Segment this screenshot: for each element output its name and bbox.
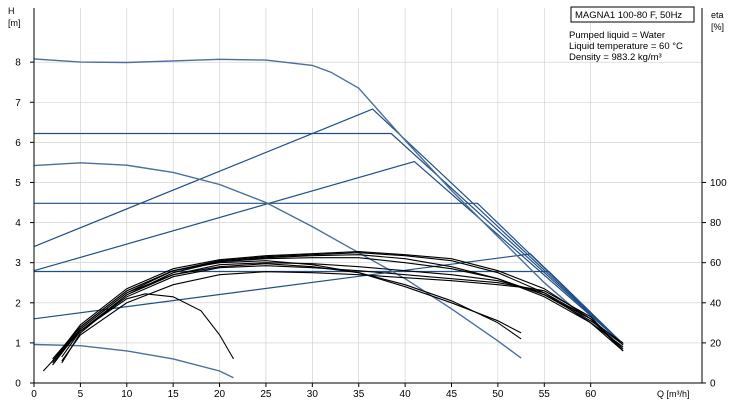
control-curve: [34, 132, 624, 345]
control-curve: [33, 108, 624, 345]
y-right-tick-label: 100: [710, 178, 727, 189]
efficiency-curve: [56, 251, 624, 356]
y-right-tick-label: 60: [710, 258, 722, 269]
chart-series: [33, 58, 624, 379]
x-tick-label: 50: [492, 389, 504, 400]
y-left-tick-label: 3: [15, 258, 21, 269]
y-left-tick-label: 7: [15, 98, 21, 109]
x-tick-label: 45: [446, 389, 458, 400]
x-tick-label: 60: [585, 389, 597, 400]
info-line-pumped-liquid: Pumped liquid = Water: [569, 30, 665, 41]
y-left-tick-label: 1: [15, 338, 21, 349]
head-curve: [33, 58, 624, 345]
y-left-axis-unit: [m]: [8, 18, 21, 28]
y-right-axis-unit: [%]: [711, 22, 724, 32]
x-tick-label: 30: [307, 389, 319, 400]
y-right-tick-label: 40: [710, 298, 722, 309]
x-tick-label: 0: [31, 389, 37, 400]
efficiency-curve: [52, 265, 624, 364]
efficiency-curve: [52, 257, 624, 362]
y-right-tick-label: 0: [710, 379, 716, 390]
y-left-tick-label: 0: [15, 379, 21, 390]
x-tick-label: 15: [168, 389, 180, 400]
x-tick-label: 40: [400, 389, 412, 400]
info-line-density: Density = 983.2 kg/m³: [569, 52, 662, 63]
efficiency-curve: [52, 260, 522, 362]
control-curve: [33, 160, 624, 345]
head-curve: [33, 162, 522, 359]
x-tick-label: 20: [214, 389, 226, 400]
y-right-tick-label: 20: [710, 338, 722, 349]
chart-axes: [30, 8, 706, 387]
y-left-tick-label: 8: [15, 58, 21, 69]
efficiency-curve: [61, 262, 624, 358]
info-line-liquid-temperature: Liquid temperature = 60 °C: [569, 41, 683, 52]
efficiency-curve: [61, 271, 624, 362]
y-left-tick-label: 5: [15, 178, 21, 189]
x-tick-label: 5: [78, 389, 84, 400]
x-tick-label: 35: [353, 389, 365, 400]
y-right-tick-label: 80: [710, 218, 722, 229]
grid-lines: [33, 8, 702, 384]
y-left-tick-label: 2: [15, 298, 21, 309]
x-tick-label: 10: [121, 389, 133, 400]
x-tick-label: 55: [539, 389, 551, 400]
y-left-tick-label: 6: [15, 138, 21, 149]
chart-title: MAGNA1 100-80 F, 50Hz: [575, 10, 682, 21]
y-left-tick-label: 4: [15, 218, 21, 229]
tick-labels: 0 5 10 15 20 25 30 35 40 45 50 55 600123456780204060…: [15, 58, 727, 400]
efficiency-curve: [42, 293, 234, 372]
title-box: [570, 6, 695, 23]
x-tick-label: 25: [260, 389, 272, 400]
y-left-axis-label: H: [8, 6, 15, 16]
y-right-axis-label: eta: [711, 10, 724, 20]
x-axis-label: Q [m³/h]: [657, 389, 690, 399]
efficiency-curve: [52, 263, 522, 366]
control-curve: [34, 270, 624, 345]
